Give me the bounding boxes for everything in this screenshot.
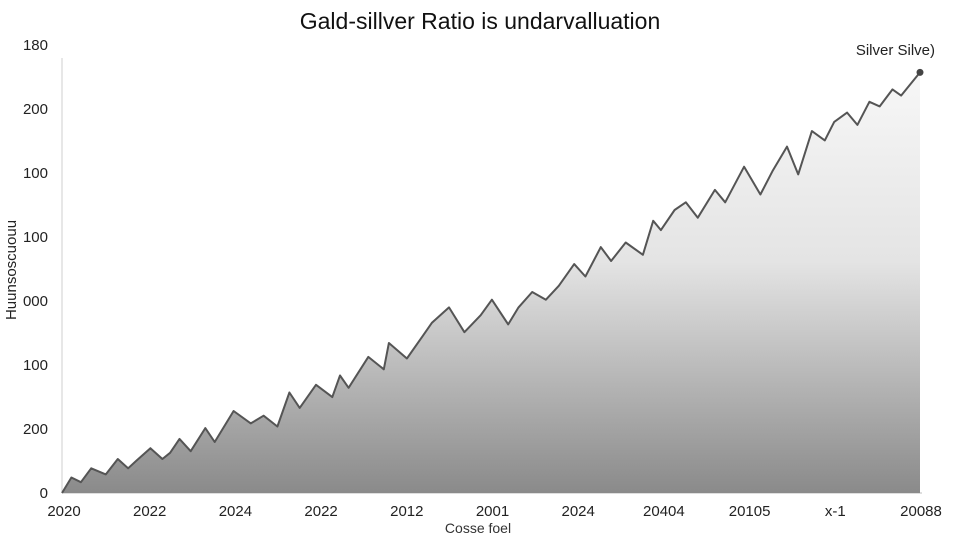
series-line bbox=[61, 71, 921, 494]
x-tick-label: x-1 bbox=[825, 503, 846, 520]
x-tick-label: 20088 bbox=[900, 503, 942, 520]
y-tick-labels: 0 200 100 000 100 100 200 180 bbox=[23, 37, 48, 502]
y-tick-label: 100 bbox=[23, 357, 48, 374]
y-axis-label: Huunsoscuouu bbox=[3, 220, 20, 320]
y-tick-label: 100 bbox=[23, 165, 48, 182]
y-tick-label: 200 bbox=[23, 101, 48, 118]
chart-title: Gald-sillver Ratio is undarvalluation bbox=[299, 8, 661, 34]
x-tick-label: 2024 bbox=[219, 503, 252, 520]
series-area bbox=[62, 72, 920, 494]
x-axis-label: Cosse foel bbox=[445, 520, 511, 536]
y-tick-label: 000 bbox=[23, 293, 48, 310]
x-tick-label: 2022 bbox=[304, 503, 337, 520]
y-tick-label: 0 bbox=[40, 485, 48, 502]
y-tick-label: 100 bbox=[23, 229, 48, 246]
x-tick-label: 20105 bbox=[729, 503, 771, 520]
x-tick-labels: 2020 2022 2024 2022 2012 2001 2024 20404 20105 x-… bbox=[47, 503, 942, 520]
y-tick-label: 200 bbox=[23, 421, 48, 438]
x-tick-label: 20404 bbox=[643, 503, 685, 520]
x-tick-label: 2012 bbox=[390, 503, 423, 520]
x-tick-label: 2001 bbox=[476, 503, 509, 520]
y-tick-label: 180 bbox=[23, 37, 48, 54]
series-end-point bbox=[916, 68, 924, 76]
legend-label: Silver Silve) bbox=[856, 42, 935, 59]
x-tick-label: 2020 bbox=[47, 503, 80, 520]
x-tick-label: 2024 bbox=[562, 503, 595, 520]
x-tick-label: 2022 bbox=[133, 503, 166, 520]
